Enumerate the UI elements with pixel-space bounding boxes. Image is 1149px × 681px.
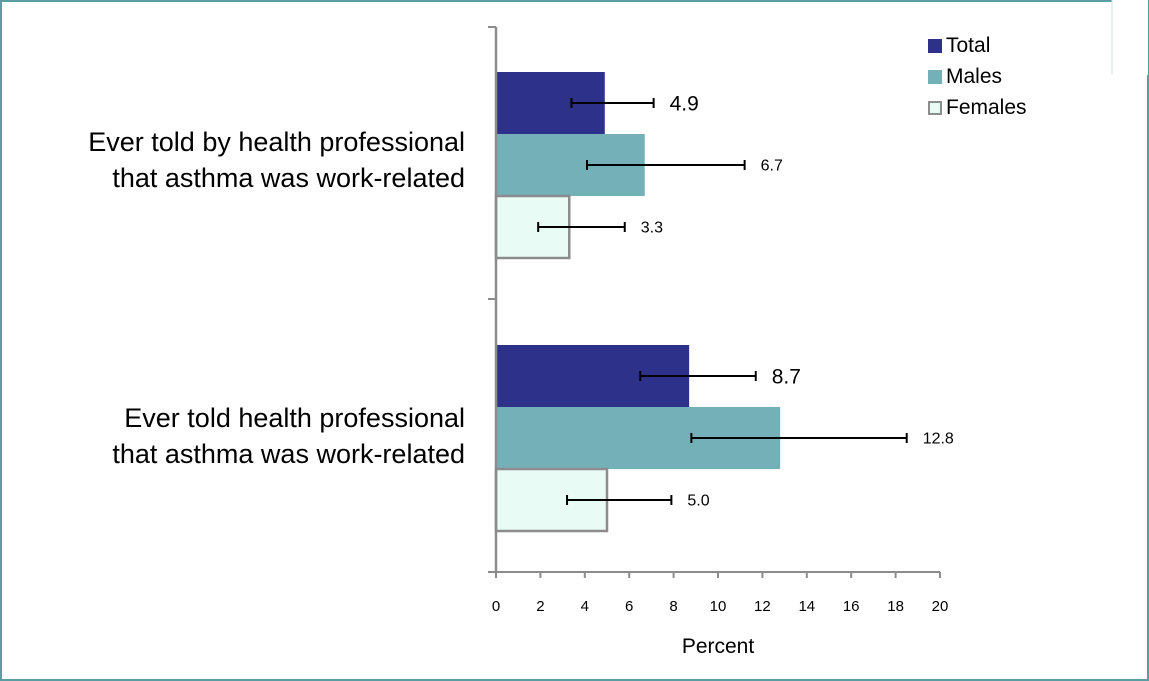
legend: Total Males Females — [928, 30, 1027, 123]
category-label-told-by: Ever told by health professional that as… — [88, 127, 465, 193]
data-label-males-2: 12.8 — [923, 431, 954, 448]
x-tick-label-16: 16 — [843, 598, 860, 615]
x-tick-label-4: 4 — [581, 598, 589, 615]
data-label-total-2: 8.7 — [772, 365, 801, 388]
x-tick-label-6: 6 — [625, 598, 633, 615]
x-tick-label-8: 8 — [669, 598, 677, 615]
x-axis-title: Percent — [682, 635, 755, 658]
legend-swatch-females — [928, 100, 942, 115]
x-tick-label-20: 20 — [932, 598, 949, 615]
x-tick-label-18: 18 — [887, 598, 904, 615]
legend-label-total: Total — [946, 33, 991, 57]
legend-label-females: Females — [946, 95, 1027, 119]
plot-area: 4.9 6.7 3.3 8.7 12.8 5.0 0 2 4 6 8 10 12 14 16 18 20 Perc… — [488, 26, 954, 658]
legend-item-males: Males — [928, 61, 1027, 92]
data-label-males-1: 6.7 — [761, 158, 783, 175]
legend-item-total: Total — [928, 30, 1027, 61]
legend-swatch-total — [928, 38, 942, 53]
legend-label-males: Males — [946, 64, 1003, 88]
data-label-total-1: 4.9 — [670, 92, 699, 115]
x-tick-label-12: 12 — [754, 598, 771, 615]
legend-item-females: Females — [928, 92, 1027, 123]
legend-swatch-males — [928, 69, 942, 84]
category-label-told: Ever told health professional that asthm… — [112, 403, 465, 469]
x-tick-label-0: 0 — [492, 598, 500, 615]
x-tick-label-10: 10 — [710, 598, 727, 615]
data-label-females-2: 5.0 — [687, 493, 709, 510]
frame-notch — [1112, 0, 1148, 75]
x-tick-label-14: 14 — [798, 598, 815, 615]
data-label-females-1: 3.3 — [641, 220, 663, 237]
x-tick-label-2: 2 — [536, 598, 544, 615]
